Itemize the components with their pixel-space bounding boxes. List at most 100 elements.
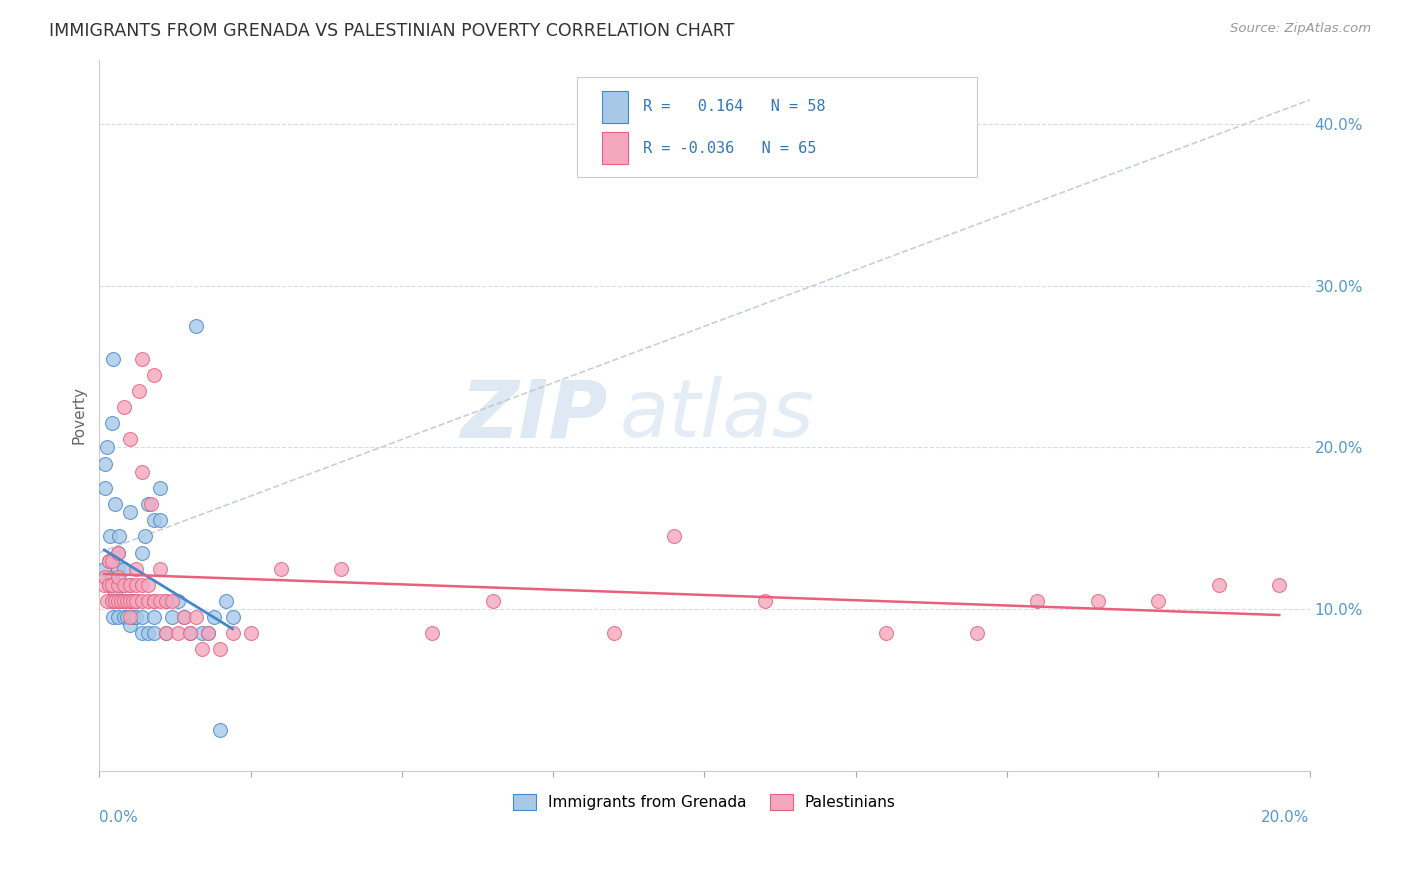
Point xyxy=(118,433,141,447)
Point xyxy=(103,497,125,511)
Point xyxy=(664,529,686,543)
Point xyxy=(131,578,153,592)
Point xyxy=(94,457,117,471)
Point xyxy=(100,416,122,430)
Legend: Immigrants from Grenada, Palestinians: Immigrants from Grenada, Palestinians xyxy=(508,789,901,816)
Point xyxy=(179,626,201,640)
Point xyxy=(142,594,165,608)
Text: IMMIGRANTS FROM GRENADA VS PALESTINIAN POVERTY CORRELATION CHART: IMMIGRANTS FROM GRENADA VS PALESTINIAN P… xyxy=(49,22,734,40)
Point xyxy=(93,562,115,576)
Point xyxy=(118,594,141,608)
Point xyxy=(142,626,165,640)
Point xyxy=(173,610,195,624)
Point xyxy=(118,610,141,624)
Point xyxy=(481,594,503,608)
Point xyxy=(100,578,122,592)
Point xyxy=(167,626,190,640)
Point xyxy=(131,610,153,624)
Point xyxy=(103,594,125,608)
Point xyxy=(96,441,118,455)
Point xyxy=(97,553,120,567)
Point xyxy=(754,594,776,608)
Point xyxy=(1147,594,1170,608)
Point xyxy=(118,505,141,519)
Point xyxy=(107,545,129,559)
Y-axis label: Poverty: Poverty xyxy=(72,386,86,444)
Point xyxy=(167,594,190,608)
Point xyxy=(125,594,148,608)
Point xyxy=(112,594,135,608)
Point xyxy=(191,642,214,657)
Point xyxy=(966,626,988,640)
Point xyxy=(107,562,129,576)
Point xyxy=(131,545,153,559)
Point xyxy=(155,594,177,608)
Text: R = -0.036   N = 65: R = -0.036 N = 65 xyxy=(643,141,815,155)
Point xyxy=(112,594,135,608)
Point xyxy=(155,594,177,608)
Point xyxy=(875,626,897,640)
Point xyxy=(110,594,132,608)
Point xyxy=(186,319,208,334)
Text: atlas: atlas xyxy=(620,376,814,454)
Point xyxy=(101,351,124,366)
Point xyxy=(160,594,183,608)
Text: 0.0%: 0.0% xyxy=(100,810,138,825)
Point xyxy=(420,626,443,640)
Point xyxy=(107,570,129,584)
Point xyxy=(107,610,129,624)
Point xyxy=(221,610,243,624)
Point xyxy=(131,594,153,608)
Point xyxy=(131,626,153,640)
Point xyxy=(115,594,138,608)
Text: ZIP: ZIP xyxy=(460,376,607,454)
Point xyxy=(136,626,159,640)
Point xyxy=(149,481,172,495)
Point xyxy=(100,594,122,608)
Point xyxy=(112,400,135,414)
Point xyxy=(149,513,172,527)
Point xyxy=(94,570,117,584)
Point xyxy=(603,626,626,640)
Point xyxy=(330,562,353,576)
Point xyxy=(1208,578,1230,592)
Point xyxy=(131,351,153,366)
Point xyxy=(209,723,232,738)
Point xyxy=(125,610,148,624)
Point xyxy=(97,553,120,567)
Point xyxy=(155,626,177,640)
Point xyxy=(215,594,238,608)
Point xyxy=(100,570,122,584)
Point xyxy=(149,594,172,608)
Point xyxy=(202,610,225,624)
Point xyxy=(125,594,148,608)
Point xyxy=(98,529,121,543)
Point xyxy=(97,578,120,592)
Point xyxy=(103,586,125,600)
Point xyxy=(134,529,156,543)
Point xyxy=(1268,578,1291,592)
Point xyxy=(136,497,159,511)
Point xyxy=(94,481,117,495)
Point xyxy=(115,610,138,624)
Point xyxy=(107,578,129,592)
Point xyxy=(112,578,135,592)
Point xyxy=(155,626,177,640)
Point xyxy=(197,626,219,640)
Point xyxy=(209,642,232,657)
Point xyxy=(125,578,148,592)
Point xyxy=(97,578,120,592)
Point xyxy=(96,594,118,608)
Point xyxy=(107,594,129,608)
Point xyxy=(1087,594,1109,608)
Point xyxy=(121,610,143,624)
Point xyxy=(221,626,243,640)
Text: R =   0.164   N = 58: R = 0.164 N = 58 xyxy=(643,99,825,114)
Point xyxy=(101,610,124,624)
Point xyxy=(121,594,143,608)
FancyBboxPatch shape xyxy=(578,78,977,177)
Point xyxy=(118,578,141,592)
Point xyxy=(128,384,150,398)
Point xyxy=(125,562,148,576)
Point xyxy=(160,610,183,624)
